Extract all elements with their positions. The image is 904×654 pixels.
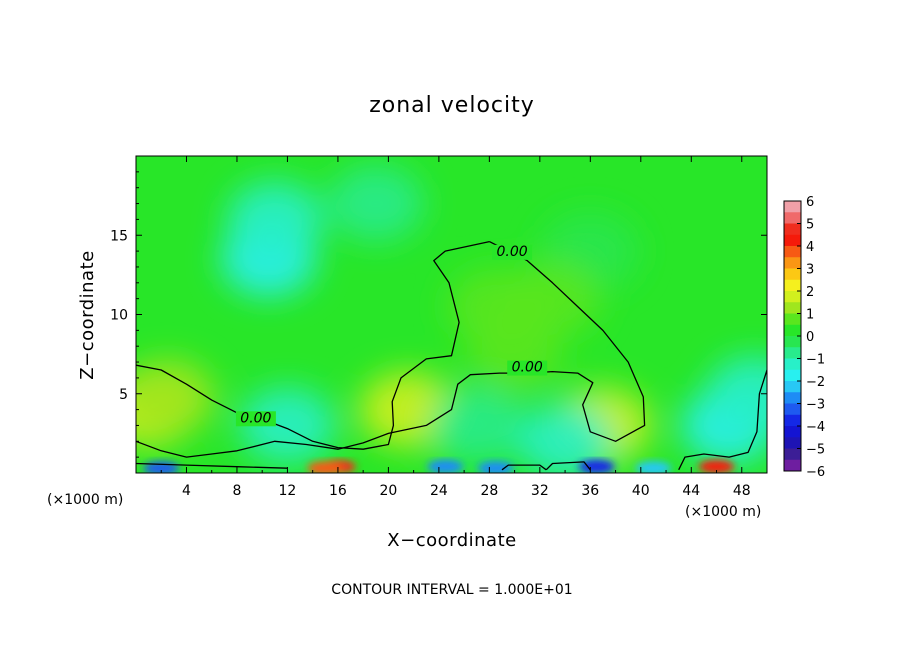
colorbar-swatch <box>784 403 801 416</box>
y-tick-label: 5 <box>119 387 128 403</box>
plot-area: 0.00 0.00 0.00 <box>136 156 767 473</box>
colorbar-swatch <box>784 426 801 438</box>
colorbar-swatch <box>784 392 801 404</box>
x-tick-label: 4 <box>182 483 191 499</box>
field-feature <box>504 260 601 337</box>
surface-layer <box>143 459 735 473</box>
contour-line <box>136 462 288 469</box>
colorbar-swatch <box>784 369 801 382</box>
colorbar-tick-label: 2 <box>806 285 814 300</box>
field-feature <box>477 461 514 473</box>
contour-label-bg <box>235 411 276 427</box>
contour-label-bg <box>507 360 548 376</box>
x-tick-label: 48 <box>733 483 751 499</box>
contour-label: 0.00 <box>496 244 527 260</box>
colorbar-swatch <box>784 324 801 337</box>
colorbar-tick-label: −3 <box>806 398 825 413</box>
x-tick-label: 16 <box>329 483 347 499</box>
x-tick-label: 20 <box>379 483 397 499</box>
colorbar-swatch <box>784 212 801 224</box>
contour-line <box>678 369 767 471</box>
colorbar-swatch <box>784 234 801 247</box>
contour-lines: 0.00 0.00 0.00 <box>136 240 767 471</box>
colorbar-swatch <box>784 347 801 359</box>
x-tick-label: 12 <box>279 483 297 499</box>
colorbar-swatch <box>784 414 801 427</box>
colorbar-swatch <box>784 302 801 314</box>
colorbar-swatch <box>784 257 801 269</box>
field-feature <box>428 387 525 464</box>
y-axis-label: Z−coordinate <box>77 250 98 379</box>
colorbar-swatch <box>784 201 801 213</box>
x-tick-label: 40 <box>632 483 650 499</box>
colorbar-tick-label: 1 <box>806 308 814 323</box>
contour-line <box>136 240 490 450</box>
colorbar-tick-label: −2 <box>806 375 825 390</box>
colorbar-swatch <box>784 246 801 258</box>
contour-label-bg <box>492 244 533 260</box>
colorbar-swatch <box>784 279 801 292</box>
contour-line <box>545 461 591 471</box>
colorbar-tick-label: 6 <box>806 195 814 210</box>
x-tick-label: 28 <box>480 483 498 499</box>
contour-line <box>501 464 547 471</box>
colorbar-swatch <box>784 358 801 371</box>
colorbar-tick-label: −5 <box>806 443 825 458</box>
x-tick-label: 32 <box>531 483 549 499</box>
colorbar-swatch <box>784 459 801 472</box>
field-feature <box>466 316 563 393</box>
contour-interval-note: CONTOUR INTERVAL = 1.000E+01 <box>331 582 572 598</box>
field-feature <box>226 181 323 258</box>
colorbar-tick-label: −4 <box>806 420 825 435</box>
field-feature <box>307 461 344 473</box>
colorbar-tick-label: 3 <box>806 263 814 278</box>
x-axis-label: X−coordinate <box>387 530 516 551</box>
colorbar: 6 5 4 3 2 1 0 −1 −2 −3 −4 −5 −6 <box>783 195 825 480</box>
colorbar-tick-label: 4 <box>806 240 814 255</box>
y-tick-label: 10 <box>110 308 128 324</box>
colorbar-tick-label: 5 <box>806 218 814 233</box>
colorbar-swatch <box>784 313 801 326</box>
y-tick-label: 15 <box>110 228 128 244</box>
colorbar-swatch <box>784 291 801 303</box>
contour-label: 0.00 <box>240 410 271 426</box>
colorbar-swatch <box>784 268 801 281</box>
colorbar-tick-label: −1 <box>806 353 825 368</box>
colorbar-swatch <box>784 336 801 348</box>
x-tick-label: 8 <box>232 483 241 499</box>
contour-label: 0.00 <box>512 360 543 376</box>
field-feature <box>136 358 216 435</box>
colorbar-swatch <box>784 223 801 236</box>
colorbar-swatch <box>784 381 801 393</box>
field-feature <box>698 459 735 473</box>
colorbar-swatch <box>784 448 801 461</box>
colorbar-tick-label: −6 <box>806 465 825 480</box>
field-feature <box>517 403 614 473</box>
field-feature <box>578 459 615 473</box>
field-feature <box>706 355 767 432</box>
x-tick-label: 24 <box>430 483 448 499</box>
x-axis-ticks: 4 8 12 16 20 24 28 32 36 40 44 48 <box>160 156 751 499</box>
field-feature <box>327 165 424 242</box>
field-feature <box>427 459 464 473</box>
x-unit-right: (×1000 m) <box>685 504 761 520</box>
velocity-field <box>136 165 767 473</box>
x-tick-label: 44 <box>682 483 700 499</box>
x-tick-label: 36 <box>581 483 599 499</box>
colorbar-swatch <box>784 437 801 449</box>
field-feature <box>635 461 672 473</box>
colorbar-tick-label: 0 <box>806 330 814 345</box>
x-unit-left: (×1000 m) <box>47 492 123 508</box>
y-axis-ticks: 5 10 15 <box>110 171 767 458</box>
chart-title: zonal velocity <box>369 93 535 118</box>
